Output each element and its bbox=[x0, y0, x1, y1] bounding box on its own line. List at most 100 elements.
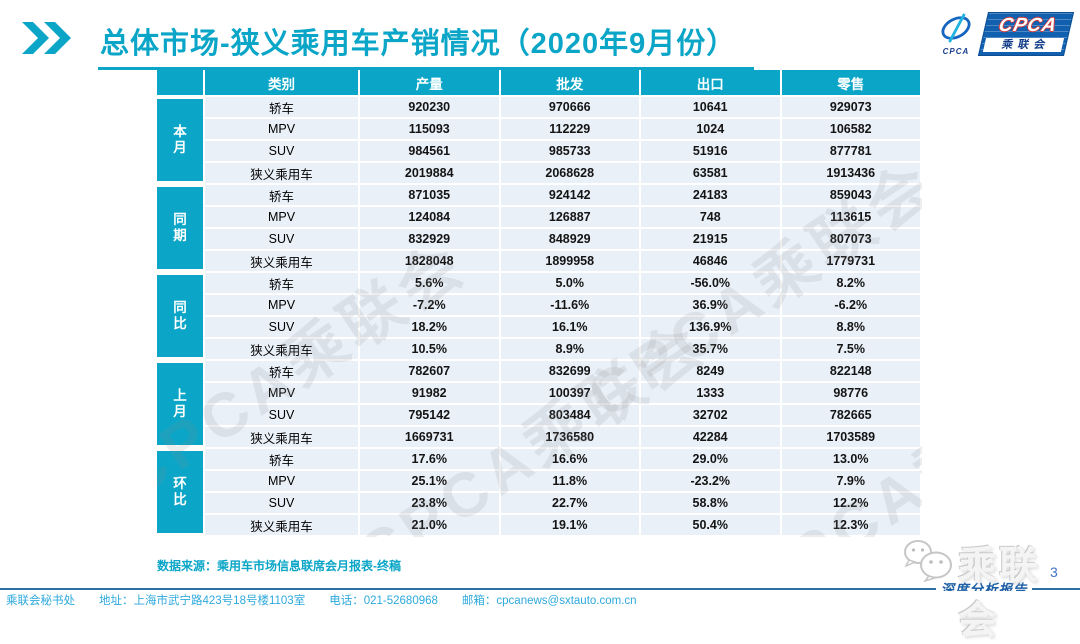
value-cell: 832699 bbox=[500, 361, 641, 383]
row-group: 同比轿车 5.6% 5.0% -56.0% 8.2% MPV -7.2% -11.6% 36.9… bbox=[157, 273, 922, 361]
cpca-emblem-icon: CPCA bbox=[933, 12, 979, 56]
value-cell: 871035 bbox=[360, 185, 501, 207]
value-cell: 51916 bbox=[641, 141, 782, 163]
value-cell: 21915 bbox=[641, 229, 782, 251]
value-cell: 877781 bbox=[781, 141, 922, 163]
value-cell: 5.0% bbox=[500, 273, 641, 295]
table-row: MPV 91982 100397 1333 98776 bbox=[205, 383, 922, 405]
value-cell: 10.5% bbox=[360, 339, 501, 361]
table-row: 轿车 782607 832699 8249 822148 bbox=[205, 361, 922, 383]
table-row: 狭义乘用车 21.0% 19.1% 50.4% 12.3% bbox=[205, 515, 922, 537]
slide-header: 总体市场-狭义乘用车产销情况（2020年9月份） bbox=[20, 20, 755, 70]
double-chevron-icon bbox=[20, 22, 72, 59]
column-header: 批发 bbox=[500, 70, 641, 97]
column-header: 零售 bbox=[781, 70, 922, 97]
value-cell: 29.0% bbox=[641, 449, 782, 471]
value-cell: 32702 bbox=[641, 405, 782, 427]
value-cell: 58.8% bbox=[641, 493, 782, 515]
table-row: MPV 124084 126887 748 113615 bbox=[205, 207, 922, 229]
value-cell: 16.1% bbox=[500, 317, 641, 339]
row-group: 环比轿车 17.6% 16.6% 29.0% 13.0% MPV 25.1% 11.8% -23… bbox=[157, 449, 922, 537]
value-cell: 1703589 bbox=[781, 427, 922, 449]
group-label: 上月 bbox=[157, 361, 205, 449]
value-cell: 19.1% bbox=[500, 515, 641, 537]
value-cell: 832929 bbox=[360, 229, 501, 251]
table-row: MPV 115093 112229 1024 106582 bbox=[205, 119, 922, 141]
value-cell: 1024 bbox=[641, 119, 782, 141]
row-group: 同期轿车 871035 924142 24183 859043 MPV 124084 1268… bbox=[157, 185, 922, 273]
value-cell: 859043 bbox=[781, 185, 922, 207]
value-cell: 98776 bbox=[781, 383, 922, 405]
category-cell: 狭义乘用车 bbox=[205, 427, 360, 449]
table-row: SUV 18.2% 16.1% 136.9% 8.8% bbox=[205, 317, 922, 339]
wechat-account-name: 乘联会 bbox=[958, 545, 1041, 642]
value-cell: 1913436 bbox=[781, 163, 922, 185]
value-cell: 1669731 bbox=[360, 427, 501, 449]
category-cell: 轿车 bbox=[205, 185, 360, 207]
category-cell: SUV bbox=[205, 317, 360, 339]
value-cell: 803484 bbox=[500, 405, 641, 427]
category-cell: SUV bbox=[205, 493, 360, 515]
value-cell: 12.3% bbox=[781, 515, 922, 537]
table-corner-cell bbox=[157, 70, 205, 97]
value-cell: 2019884 bbox=[360, 163, 501, 185]
table-row: 轿车 17.6% 16.6% 29.0% 13.0% bbox=[205, 449, 922, 471]
wechat-icon bbox=[903, 538, 955, 587]
value-cell: -23.2% bbox=[641, 471, 782, 493]
table-header-row: 类别 产量 批发 出口 零售 bbox=[157, 70, 922, 97]
value-cell: 1828048 bbox=[360, 251, 501, 273]
emblem-caption: CPCA bbox=[942, 46, 970, 56]
footer-rule-right bbox=[1032, 588, 1080, 590]
column-header: 出口 bbox=[641, 70, 782, 97]
table-row: 狭义乘用车 1669731 1736580 42284 1703589 bbox=[205, 427, 922, 449]
value-cell: 25.1% bbox=[360, 471, 501, 493]
cpca-flag: CPCA 乘联会 bbox=[977, 12, 1075, 56]
category-cell: 狭义乘用车 bbox=[205, 251, 360, 273]
value-cell: 7.5% bbox=[781, 339, 922, 361]
value-cell: 1779731 bbox=[781, 251, 922, 273]
cpca-cn-name: 乘联会 bbox=[982, 38, 1065, 52]
value-cell: 126887 bbox=[500, 207, 641, 229]
value-cell: 7.9% bbox=[781, 471, 922, 493]
category-cell: MPV bbox=[205, 119, 360, 141]
value-cell: -7.2% bbox=[360, 295, 501, 317]
value-cell: 795142 bbox=[360, 405, 501, 427]
group-label: 同期 bbox=[157, 185, 205, 273]
value-cell: 22.7% bbox=[500, 493, 641, 515]
value-cell: 8.2% bbox=[781, 273, 922, 295]
contact-bar: 乘联会秘书处 地址：上海市武宁路423号18号楼1103室 电话：021-526… bbox=[0, 591, 1080, 608]
data-source-note: 数据来源：乘用车市场信息联席会月报表-终稿 bbox=[157, 559, 401, 573]
value-cell: 782665 bbox=[781, 405, 922, 427]
value-cell: 136.9% bbox=[641, 317, 782, 339]
value-cell: 46846 bbox=[641, 251, 782, 273]
table-row: MPV 25.1% 11.8% -23.2% 7.9% bbox=[205, 471, 922, 493]
value-cell: 36.9% bbox=[641, 295, 782, 317]
table-row: 轿车 920230 970666 10641 929073 bbox=[205, 97, 922, 119]
category-cell: SUV bbox=[205, 141, 360, 163]
value-cell: 18.2% bbox=[360, 317, 501, 339]
value-cell: 8.8% bbox=[781, 317, 922, 339]
production-sales-table: 类别 产量 批发 出口 零售 本月轿车 920230 970666 10641 929073 MP… bbox=[157, 70, 922, 537]
value-cell: 848929 bbox=[500, 229, 641, 251]
table-row: 轿车 871035 924142 24183 859043 bbox=[205, 185, 922, 207]
value-cell: 106582 bbox=[781, 119, 922, 141]
value-cell: 920230 bbox=[360, 97, 501, 119]
phone-text: 电话：021-52680968 bbox=[329, 594, 438, 607]
value-cell: 929073 bbox=[781, 97, 922, 119]
value-cell: 50.4% bbox=[641, 515, 782, 537]
column-header: 类别 bbox=[205, 70, 360, 97]
secretariat-label: 乘联会秘书处 bbox=[6, 594, 75, 607]
value-cell: 42284 bbox=[641, 427, 782, 449]
value-cell: 16.6% bbox=[500, 449, 641, 471]
value-cell: 115093 bbox=[360, 119, 501, 141]
table-row: SUV 832929 848929 21915 807073 bbox=[205, 229, 922, 251]
table-body: 本月轿车 920230 970666 10641 929073 MPV 115093 1122… bbox=[157, 97, 922, 537]
value-cell: 21.0% bbox=[360, 515, 501, 537]
value-cell: 984561 bbox=[360, 141, 501, 163]
table-row: MPV -7.2% -11.6% 36.9% -6.2% bbox=[205, 295, 922, 317]
category-cell: 狭义乘用车 bbox=[205, 163, 360, 185]
value-cell: 112229 bbox=[500, 119, 641, 141]
page-number: 3 bbox=[1050, 564, 1058, 580]
category-cell: MPV bbox=[205, 295, 360, 317]
category-cell: 轿车 bbox=[205, 449, 360, 471]
